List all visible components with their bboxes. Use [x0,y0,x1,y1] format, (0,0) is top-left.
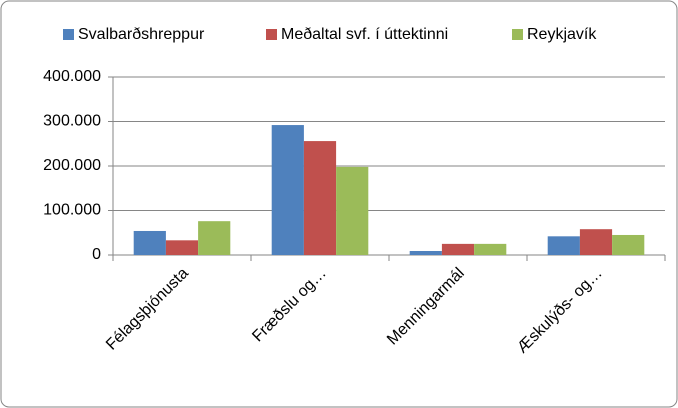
bar [441,243,475,255]
y-tick-label: 300.000 [43,113,101,130]
bar [271,125,304,255]
legend-swatch [63,29,74,40]
y-tick-label: 100.000 [43,202,101,219]
bar [133,230,166,255]
legend-label: Svalbarðshreppur [78,26,205,43]
y-tick-label: 400.000 [43,68,101,85]
y-tick-label: 200.000 [43,157,101,174]
bar [198,221,231,255]
bar [409,250,442,255]
legend-swatch [512,29,523,40]
bar [474,243,507,255]
y-tick-label: 0 [92,246,101,263]
legend-swatch [266,29,277,40]
bar [303,141,337,255]
bar [579,229,613,255]
bar [547,236,580,255]
bar [336,166,369,255]
legend-label: Meðaltal svf. í úttektinni [281,26,448,43]
bar [165,240,199,255]
bar [612,234,645,255]
legend-label: Reykjavík [527,26,597,43]
